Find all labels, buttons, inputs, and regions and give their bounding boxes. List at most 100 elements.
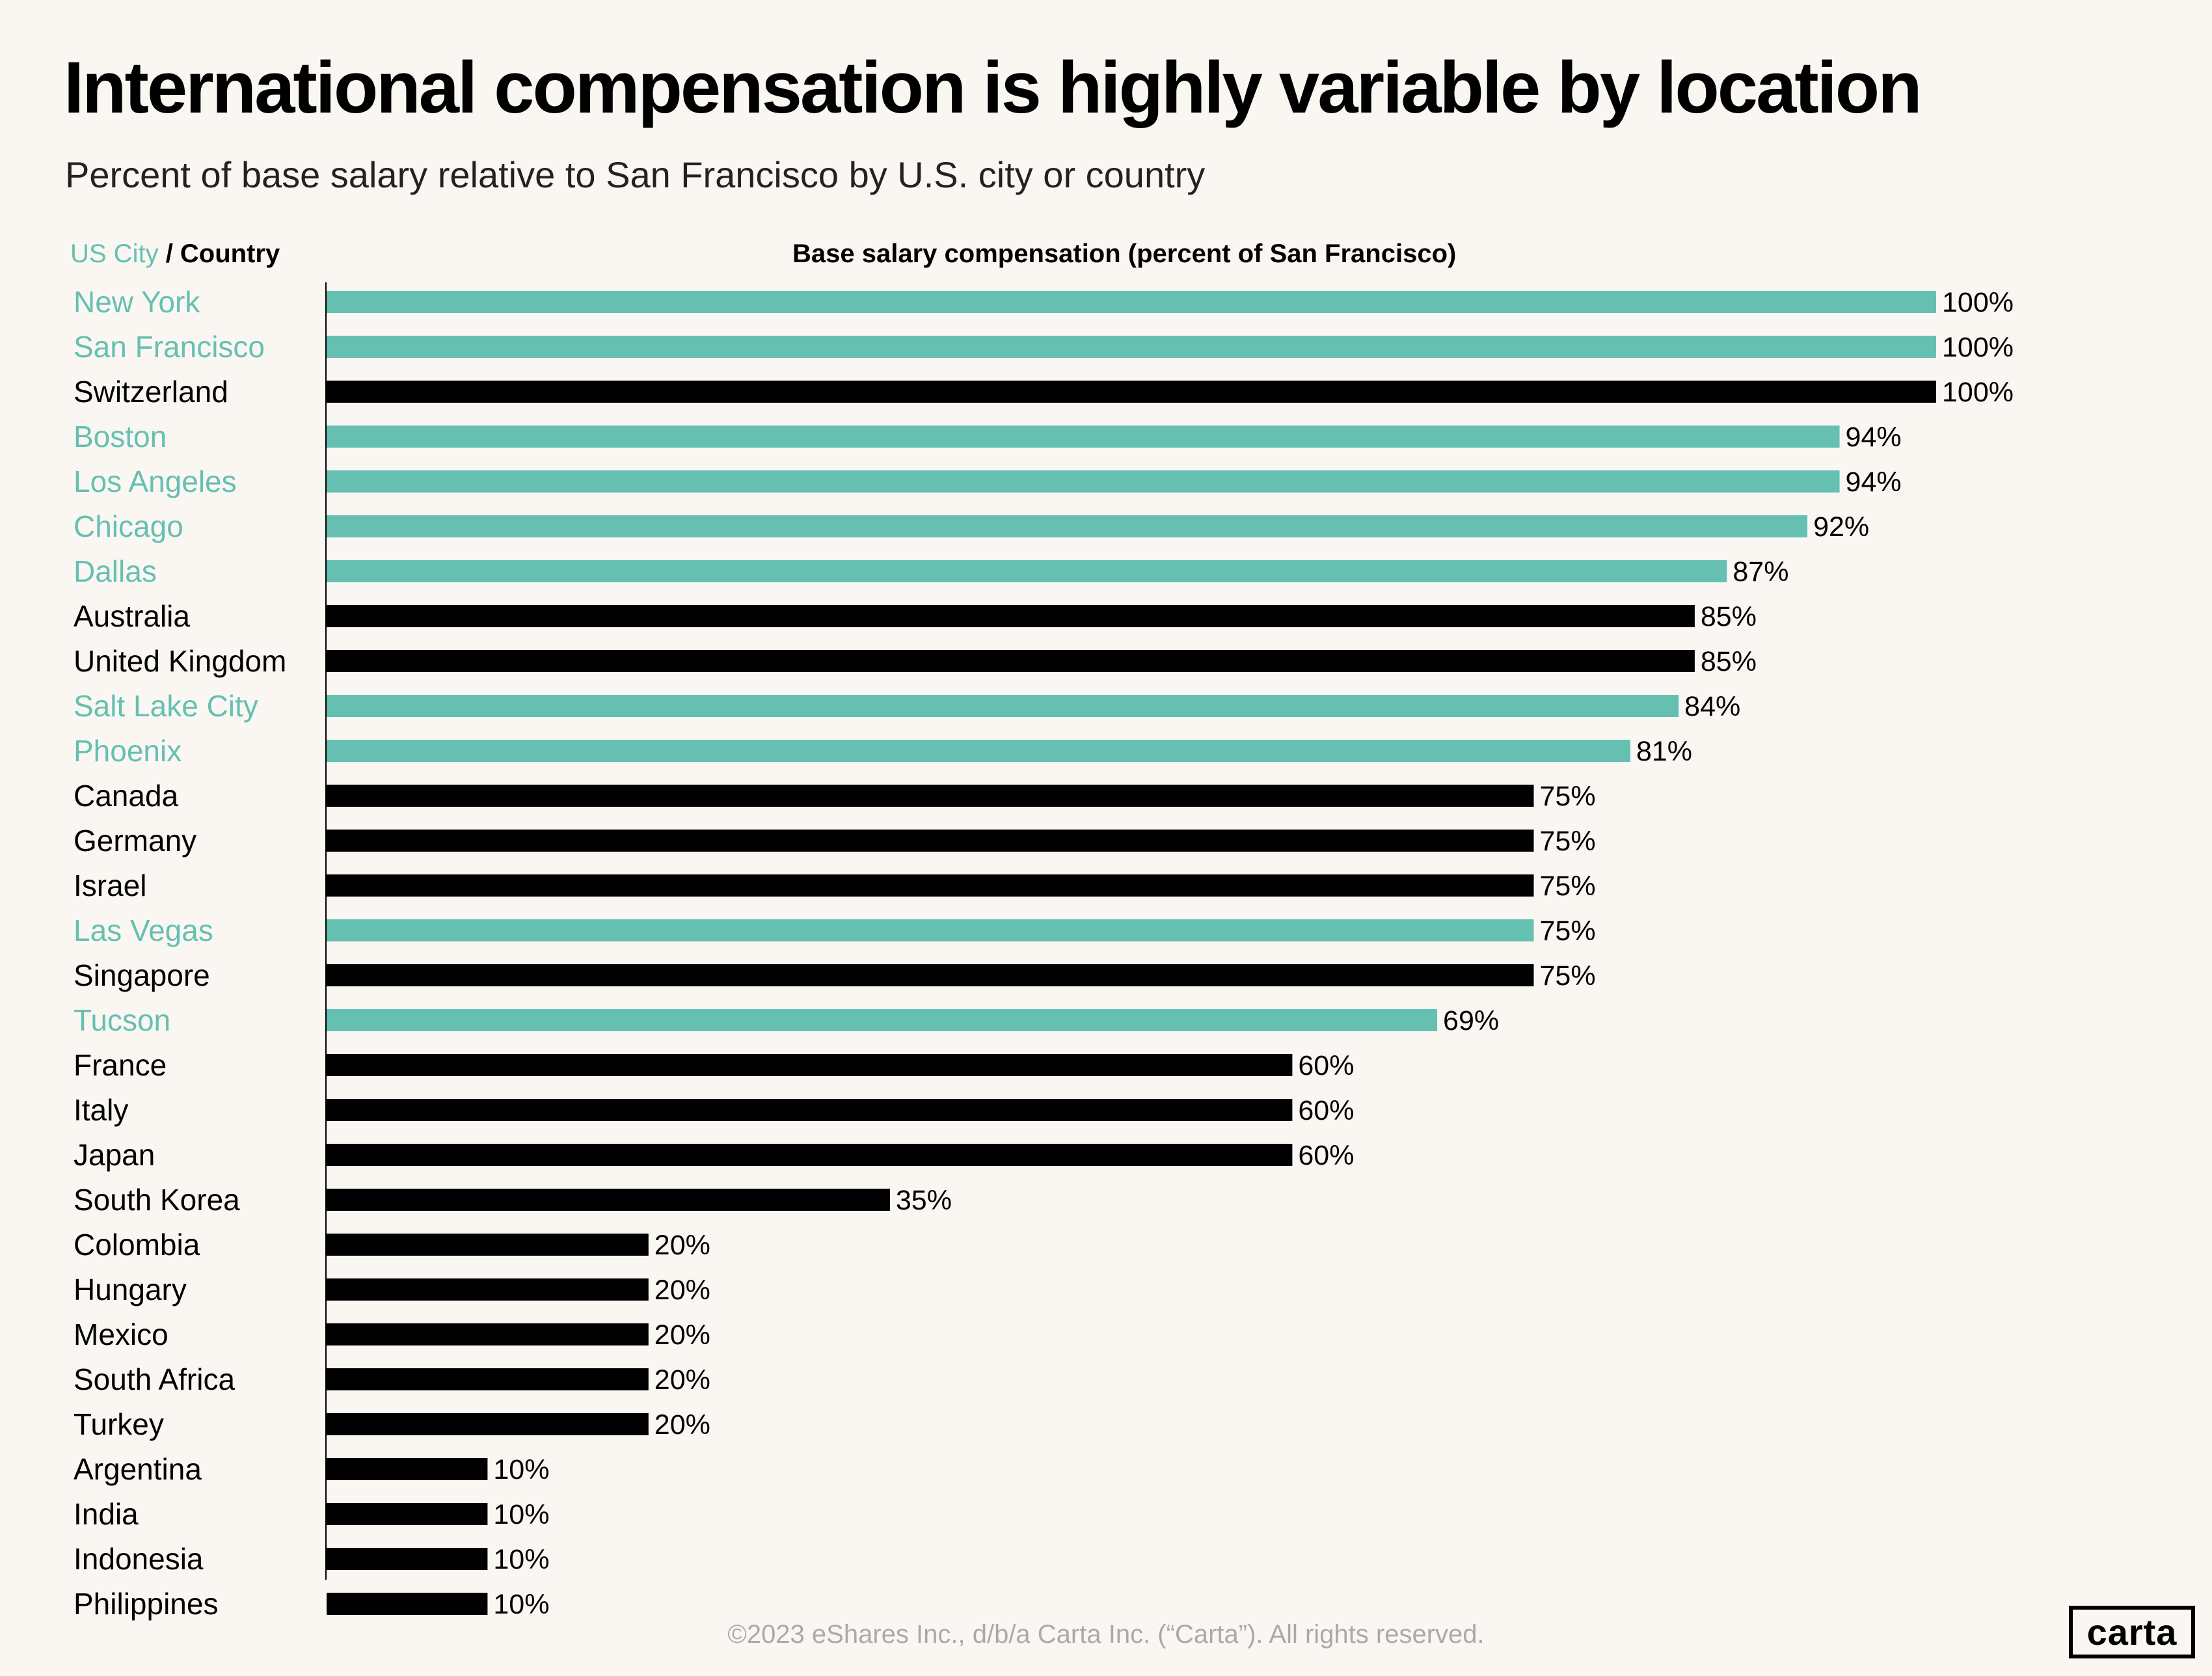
category-label: Turkey bbox=[74, 1407, 164, 1441]
value-label: 60% bbox=[1298, 1050, 1354, 1081]
value-label: 20% bbox=[654, 1230, 710, 1261]
value-label: 35% bbox=[896, 1185, 952, 1216]
chart-title: International compensation is highly var… bbox=[64, 47, 1922, 128]
category-label: Boston bbox=[74, 420, 167, 453]
value-label: 10% bbox=[493, 1454, 549, 1485]
bar bbox=[327, 650, 1695, 672]
bar bbox=[327, 560, 1727, 582]
category-label: San Francisco bbox=[74, 330, 265, 364]
value-label: 92% bbox=[1813, 511, 1869, 543]
value-label: 75% bbox=[1540, 826, 1596, 857]
category-label: South Korea bbox=[74, 1183, 240, 1217]
category-label: Chicago bbox=[74, 509, 183, 543]
bar bbox=[327, 1009, 1438, 1031]
category-label: France bbox=[74, 1048, 167, 1082]
category-label: Australia bbox=[74, 599, 190, 633]
legend-separator: / bbox=[158, 239, 180, 268]
category-label: Dallas bbox=[74, 554, 157, 588]
category-label: United Kingdom bbox=[74, 644, 286, 678]
value-label: 20% bbox=[654, 1409, 710, 1440]
category-label: Japan bbox=[74, 1138, 155, 1172]
bar bbox=[327, 874, 1534, 897]
value-label: 75% bbox=[1540, 871, 1596, 902]
bar bbox=[327, 381, 1936, 403]
value-label: 20% bbox=[654, 1364, 710, 1396]
row-header: US City / Country bbox=[70, 239, 280, 269]
category-label: Philippines bbox=[74, 1587, 218, 1621]
bar bbox=[327, 964, 1534, 986]
value-label: 75% bbox=[1540, 960, 1596, 992]
value-label: 100% bbox=[1942, 332, 2014, 363]
category-label: Hungary bbox=[74, 1273, 187, 1306]
value-label: 81% bbox=[1636, 736, 1692, 767]
category-label: Switzerland bbox=[74, 375, 228, 409]
category-label: Israel bbox=[74, 869, 146, 902]
bar bbox=[327, 1144, 1293, 1166]
value-label: 75% bbox=[1540, 915, 1596, 947]
bar bbox=[327, 695, 1679, 717]
bar bbox=[327, 1054, 1293, 1076]
bar bbox=[327, 1099, 1293, 1121]
value-label: 20% bbox=[654, 1275, 710, 1306]
bar bbox=[327, 1234, 649, 1256]
category-label: Indonesia bbox=[74, 1542, 204, 1576]
bar bbox=[327, 1413, 649, 1435]
category-label: Colombia bbox=[74, 1228, 200, 1262]
bar bbox=[327, 1503, 488, 1525]
value-label: 100% bbox=[1942, 377, 2014, 408]
category-label: Italy bbox=[74, 1093, 128, 1127]
category-label: South Africa bbox=[74, 1362, 235, 1396]
category-label: Mexico bbox=[74, 1318, 169, 1351]
value-label: 20% bbox=[654, 1319, 710, 1351]
value-label: 10% bbox=[493, 1499, 549, 1530]
bar bbox=[327, 830, 1534, 852]
bar bbox=[327, 605, 1695, 627]
bar bbox=[327, 1548, 488, 1570]
value-label: 87% bbox=[1733, 556, 1788, 588]
bar bbox=[327, 1278, 649, 1301]
category-label: Salt Lake City bbox=[74, 689, 258, 723]
logo-text: carta bbox=[2086, 1611, 2178, 1653]
bar bbox=[327, 336, 1936, 358]
category-label: Canada bbox=[74, 779, 179, 813]
value-label: 94% bbox=[1846, 466, 1902, 498]
category-label: India bbox=[74, 1497, 139, 1531]
value-label: 85% bbox=[1701, 646, 1757, 677]
category-label: Los Angeles bbox=[74, 465, 237, 498]
bar bbox=[327, 919, 1534, 941]
value-label: 69% bbox=[1443, 1005, 1499, 1036]
carta-logo: carta bbox=[2069, 1606, 2195, 1658]
bar bbox=[327, 740, 1630, 762]
category-label: Singapore bbox=[74, 958, 210, 992]
copyright-footer: ©2023 eShares Inc., d/b/a Carta Inc. (“C… bbox=[727, 1620, 1485, 1649]
category-label: Argentina bbox=[74, 1452, 202, 1486]
bar bbox=[327, 1323, 649, 1345]
category-label: Tucson bbox=[74, 1003, 170, 1037]
bar bbox=[327, 1189, 890, 1211]
category-label: Germany bbox=[74, 824, 196, 858]
bar bbox=[327, 1593, 488, 1615]
category-label: Phoenix bbox=[74, 734, 182, 768]
value-label: 84% bbox=[1684, 691, 1740, 722]
value-label: 10% bbox=[493, 1544, 549, 1575]
bar bbox=[327, 470, 1840, 493]
category-label: Las Vegas bbox=[74, 913, 213, 947]
bar bbox=[327, 1368, 649, 1390]
bar bbox=[327, 1458, 488, 1480]
bar bbox=[327, 515, 1808, 537]
value-label: 85% bbox=[1701, 601, 1757, 632]
value-label: 100% bbox=[1942, 287, 2014, 318]
category-label: New York bbox=[74, 285, 200, 319]
legend-country: Country bbox=[180, 239, 280, 268]
bar bbox=[327, 426, 1840, 448]
value-label: 94% bbox=[1846, 422, 1902, 453]
chart-subtitle: Percent of base salary relative to San F… bbox=[65, 154, 1206, 195]
legend-us-city: US City bbox=[70, 239, 159, 268]
x-axis-title: Base salary compensation (percent of San… bbox=[792, 239, 1457, 268]
value-label: 75% bbox=[1540, 781, 1596, 812]
bar bbox=[327, 785, 1534, 807]
value-label: 60% bbox=[1298, 1095, 1354, 1126]
bar bbox=[327, 291, 1936, 313]
value-label: 10% bbox=[493, 1589, 549, 1620]
